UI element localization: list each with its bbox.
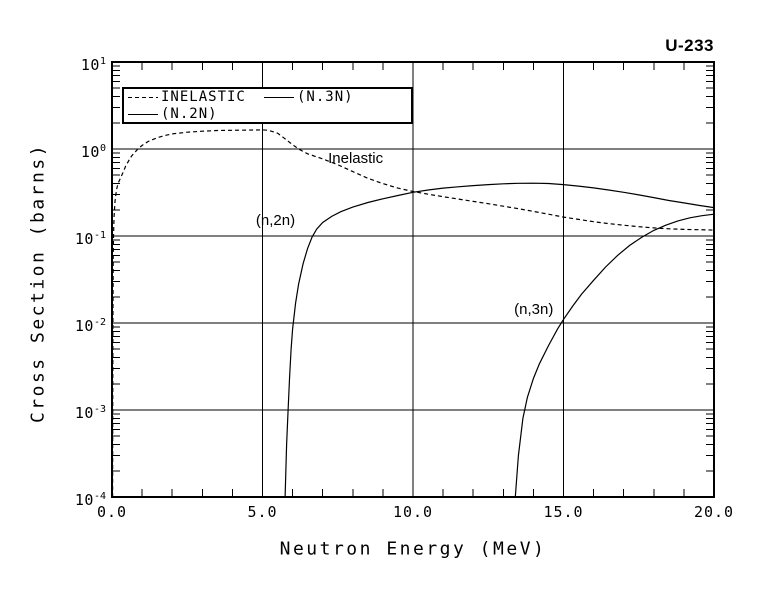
series-n-2n bbox=[284, 182, 715, 498]
legend-label: INELASTIC bbox=[161, 89, 246, 105]
y-tick-label-1e0: 100 bbox=[80, 143, 106, 161]
y-tick-label-1e1: 101 bbox=[80, 56, 106, 74]
x-tick-label-20.0: 20.0 bbox=[693, 503, 735, 521]
plot-frame bbox=[111, 61, 715, 498]
annotation-inelastic: Inelastic bbox=[328, 149, 384, 167]
legend-entry-n-2n: (N.2N) bbox=[128, 106, 264, 122]
annotation-n-2n: (n,2n) bbox=[255, 211, 296, 229]
annotation-n-3n: (n,3n) bbox=[514, 301, 554, 318]
legend-label: (N.3N) bbox=[297, 89, 354, 105]
x-tick-label-5.0: 5.0 bbox=[247, 503, 278, 521]
legend-entry-inelastic: INELASTIC bbox=[128, 89, 264, 105]
x-tick-label-0.0: 0.0 bbox=[96, 503, 128, 521]
solid-line-sample bbox=[128, 113, 158, 115]
legend-entry-n-3n: (N.3N) bbox=[264, 89, 407, 105]
chart-title: U-233 bbox=[665, 36, 714, 55]
x-tick-label-15.0: 15.0 bbox=[543, 503, 584, 521]
legend-label: (N.2N) bbox=[161, 106, 218, 122]
y-tick-label-1e-2: 10-2 bbox=[74, 317, 106, 335]
y-tick-label-1e-3: 10-3 bbox=[74, 404, 106, 422]
y-axis-title: Cross Section (barns) bbox=[27, 142, 49, 424]
legend-box: INELASTIC (N.3N) (N.2N) bbox=[122, 87, 413, 124]
dashed-line-sample bbox=[128, 96, 158, 98]
x-axis-title: Neutron Energy (MeV) bbox=[279, 538, 547, 560]
y-tick-label-1e-4: 10-4 bbox=[74, 491, 106, 509]
series-n-3n bbox=[514, 213, 715, 498]
solid-line-sample bbox=[264, 96, 294, 98]
y-tick-label-1e-1: 10-1 bbox=[74, 230, 106, 248]
x-tick-label-10.0: 10.0 bbox=[392, 503, 434, 521]
